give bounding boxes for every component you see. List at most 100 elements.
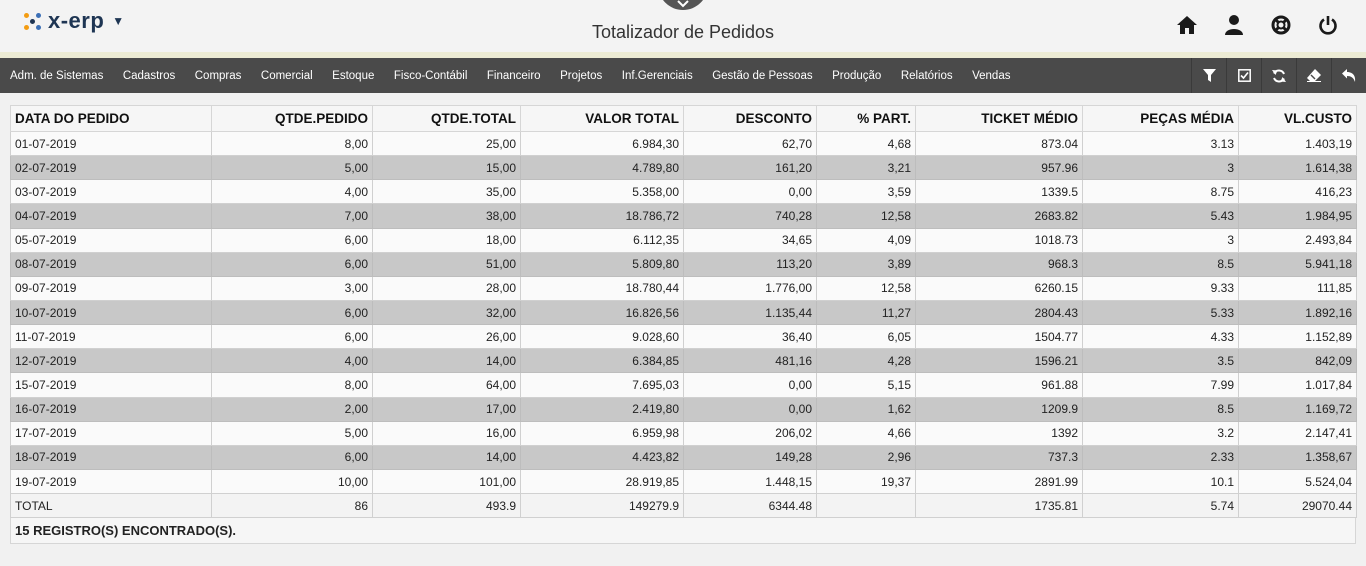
table-cell: 16.826,56 <box>520 299 684 326</box>
table-row[interactable]: 08-07-2019 6,00 51,00 5.809,80 113,20 3,89 968… <box>10 251 1357 277</box>
table-row[interactable]: 11-07-2019 6,00 26,00 9.028,60 36,40 6,05 1504… <box>10 324 1357 350</box>
refresh-icon[interactable] <box>1261 58 1296 93</box>
table-row[interactable]: 10-07-2019 6,00 32,00 16.826,56 1.135,44 11,2… <box>10 299 1357 326</box>
table-row[interactable]: 17-07-2019 5,00 16,00 6.959,98 206,02 4,66 139… <box>10 420 1357 446</box>
table-cell: 6.959,98 <box>520 420 684 446</box>
table-cell: 1.169,72 <box>1238 396 1357 422</box>
total-cell: 149279.9 <box>520 493 684 519</box>
back-arrow-icon[interactable] <box>1331 58 1366 93</box>
table-row[interactable]: 01-07-2019 8,00 25,00 6.984,30 62,70 4,68 873.… <box>10 130 1357 157</box>
table-cell: 5.524,04 <box>1238 468 1357 495</box>
menu-item[interactable]: Relatórios <box>900 69 953 82</box>
table-row[interactable]: 05-07-2019 6,00 18,00 6.112,35 34,65 4,09 1018… <box>10 227 1357 253</box>
table-cell: 3,89 <box>816 251 916 277</box>
accent-strip <box>0 52 1366 58</box>
menu-item[interactable]: Financeiro <box>486 69 541 82</box>
top-header: x-erp ▼ Totalizador de Pedidos <box>0 0 1366 52</box>
column-header[interactable]: QTDE.TOTAL <box>372 105 521 132</box>
power-icon[interactable] <box>1316 13 1340 37</box>
table-cell: 64,00 <box>372 372 521 398</box>
table-cell: 04-07-2019 <box>10 203 212 229</box>
column-header[interactable]: QTDE.PEDIDO <box>211 105 373 132</box>
table-cell: 01-07-2019 <box>10 130 212 157</box>
collapse-header-button[interactable] <box>658 0 708 10</box>
menu-item[interactable]: Inf.Gerenciais <box>621 69 693 82</box>
table-cell: 3,00 <box>211 275 373 301</box>
table-row[interactable]: 15-07-2019 8,00 64,00 7.695,03 0,00 5,15 961.8… <box>10 372 1357 398</box>
table-cell: 36,40 <box>683 324 817 350</box>
table-cell: 05-07-2019 <box>10 227 212 253</box>
table-row[interactable]: 02-07-2019 5,00 15,00 4.789,80 161,20 3,21 957… <box>10 155 1357 181</box>
table-cell: 6.984,30 <box>520 130 684 157</box>
column-header[interactable]: TICKET MÉDIO <box>915 105 1083 132</box>
table-row[interactable]: 12-07-2019 4,00 14,00 6.384,85 481,16 4,28 159… <box>10 348 1357 374</box>
menu-item[interactable]: Projetos <box>560 69 603 82</box>
table-cell: 873.04 <box>915 130 1083 157</box>
table-cell: 7,00 <box>211 203 373 229</box>
logo-mark-icon <box>22 10 42 32</box>
table-cell: 1.135,44 <box>683 299 817 326</box>
app-logo[interactable]: x-erp ▼ <box>22 8 124 34</box>
table-cell: 3.13 <box>1082 130 1239 157</box>
table-cell: 09-07-2019 <box>10 275 212 301</box>
table-cell: 03-07-2019 <box>10 179 212 205</box>
filter-icon[interactable] <box>1191 58 1226 93</box>
table-row[interactable]: 09-07-2019 3,00 28,00 18.780,44 1.776,00 12,5… <box>10 275 1357 301</box>
table-cell: 5,00 <box>211 420 373 446</box>
table-row[interactable]: 18-07-2019 6,00 14,00 4.423,82 149,28 2,96 737… <box>10 444 1357 470</box>
table-cell: 6260.15 <box>915 275 1083 301</box>
table-cell: 0,00 <box>683 396 817 422</box>
table-row[interactable]: 03-07-2019 4,00 35,00 5.358,00 0,00 3,59 1339.… <box>10 179 1357 205</box>
main-menu: Adm. de Sistemas Cadastros Compras Comercia… <box>0 70 1030 82</box>
table-row[interactable]: 19-07-2019 10,00 101,00 28.919,85 1.448,15 19… <box>10 468 1357 495</box>
column-header[interactable]: DESCONTO <box>683 105 817 132</box>
checkbox-icon[interactable] <box>1226 58 1261 93</box>
table-cell: 4.33 <box>1082 324 1239 350</box>
table-cell: 19,37 <box>816 468 916 495</box>
table-cell: 1.403,19 <box>1238 130 1357 157</box>
column-header[interactable]: VL.CUSTO <box>1238 105 1357 132</box>
table-row[interactable]: 04-07-2019 7,00 38,00 18.786,72 740,28 12,58 2… <box>10 203 1357 229</box>
column-header[interactable]: DATA DO PEDIDO <box>10 105 212 132</box>
table-cell: 1,62 <box>816 396 916 422</box>
menu-item[interactable]: Cadastros <box>122 69 176 82</box>
table-cell: 18.780,44 <box>520 275 684 301</box>
home-icon[interactable] <box>1175 13 1199 37</box>
table-cell: 18-07-2019 <box>10 444 212 470</box>
table-row[interactable]: 16-07-2019 2,00 17,00 2.419,80 0,00 1,62 1209.… <box>10 396 1357 422</box>
table-cell: 5,00 <box>211 155 373 181</box>
menu-item[interactable]: Comercial <box>260 69 313 82</box>
table-cell: 8.5 <box>1082 251 1239 277</box>
table-cell: 2,96 <box>816 444 916 470</box>
table-cell: 1.984,95 <box>1238 203 1357 229</box>
eraser-icon[interactable] <box>1296 58 1331 93</box>
column-header[interactable]: PEÇAS MÉDIA <box>1082 105 1239 132</box>
menu-item[interactable]: Produção <box>832 69 882 82</box>
menu-item[interactable]: Vendas <box>972 69 1011 82</box>
table-cell: 149,28 <box>683 444 817 470</box>
menu-item[interactable]: Adm. de Sistemas <box>10 69 104 82</box>
table-cell: 6.384,85 <box>520 348 684 374</box>
table-cell: 1.152,89 <box>1238 324 1357 350</box>
menu-item[interactable]: Fisco-Contábil <box>393 69 468 82</box>
table-header-row: DATA DO PEDIDO QTDE.PEDIDO QTDE.TOTAL VALOR… <box>10 105 1357 132</box>
chevron-down-icon: ▼ <box>112 14 125 28</box>
menu-item[interactable]: Estoque <box>332 69 375 82</box>
user-icon[interactable] <box>1222 13 1246 37</box>
table-cell: 1392 <box>915 420 1083 446</box>
table-cell: 2683.82 <box>915 203 1083 229</box>
table-cell: 6,05 <box>816 324 916 350</box>
table-cell: 11-07-2019 <box>10 324 212 350</box>
table-cell: 101,00 <box>372 468 521 495</box>
table-cell: 19-07-2019 <box>10 468 212 495</box>
table-cell: 25,00 <box>372 130 521 157</box>
column-header[interactable]: % PART. <box>816 105 916 132</box>
column-header[interactable]: VALOR TOTAL <box>520 105 684 132</box>
table-cell: 3.5 <box>1082 348 1239 374</box>
menu-item[interactable]: Compras <box>194 69 242 82</box>
table-cell: 957.96 <box>915 155 1083 181</box>
help-lifebuoy-icon[interactable] <box>1269 13 1293 37</box>
main-menu-bar: Adm. de Sistemas Cadastros Compras Comercia… <box>0 58 1366 93</box>
table-cell: 4,28 <box>816 348 916 374</box>
menu-item[interactable]: Gestão de Pessoas <box>712 69 813 82</box>
